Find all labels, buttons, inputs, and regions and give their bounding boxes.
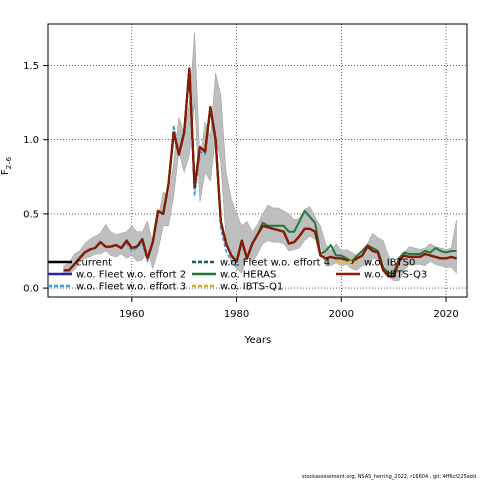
series-line-7 <box>63 67 457 278</box>
y-axis-title-sub: 2–6 <box>5 156 13 169</box>
legend-label-6: w.o. IBTS0 <box>364 258 415 269</box>
legend-label-3: w.o. Fleet w.o. effort 4 <box>220 258 330 269</box>
x-tick-label-1: 1980 <box>224 309 249 320</box>
y-axis-title: F2–6 <box>0 156 13 175</box>
grid-lines <box>48 24 467 297</box>
y-tick-label-2: 1.0 <box>23 135 39 146</box>
y-tick-label-0: 0.0 <box>23 284 39 295</box>
x-tick-label-3: 2020 <box>433 309 458 320</box>
y-tick-label-1: 0.5 <box>23 209 39 220</box>
x-tick-label-0: 1960 <box>119 309 144 320</box>
legend-label-1: w.o. Fleet w.o. effort 2 <box>76 270 186 281</box>
x-axis: 1960 1980 2000 2020 <box>119 297 459 320</box>
series-lines <box>63 67 457 278</box>
x-axis-title: Years <box>244 335 271 346</box>
legend-label-2: w.o. Fleet w.o. effort 3 <box>76 282 186 293</box>
plot-frame <box>47 23 468 298</box>
legend-label-5: w.o. IBTS-Q1 <box>220 282 283 293</box>
legend-label-7: w.o. IBTS-Q3 <box>364 270 427 281</box>
legend-label-4: w.o. HERAS <box>220 270 276 281</box>
y-axis: 0.0 0.5 1.0 1.5 <box>23 61 48 295</box>
legend-label-0: current <box>76 258 112 269</box>
confidence-band <box>63 32 457 281</box>
x-tick-label-2: 2000 <box>329 309 354 320</box>
y-axis-title-main: F <box>0 169 11 175</box>
footer-credit: stockassessment.org, NSAS_herring_2022, … <box>302 474 476 480</box>
y-tick-label-3: 1.5 <box>23 61 39 72</box>
